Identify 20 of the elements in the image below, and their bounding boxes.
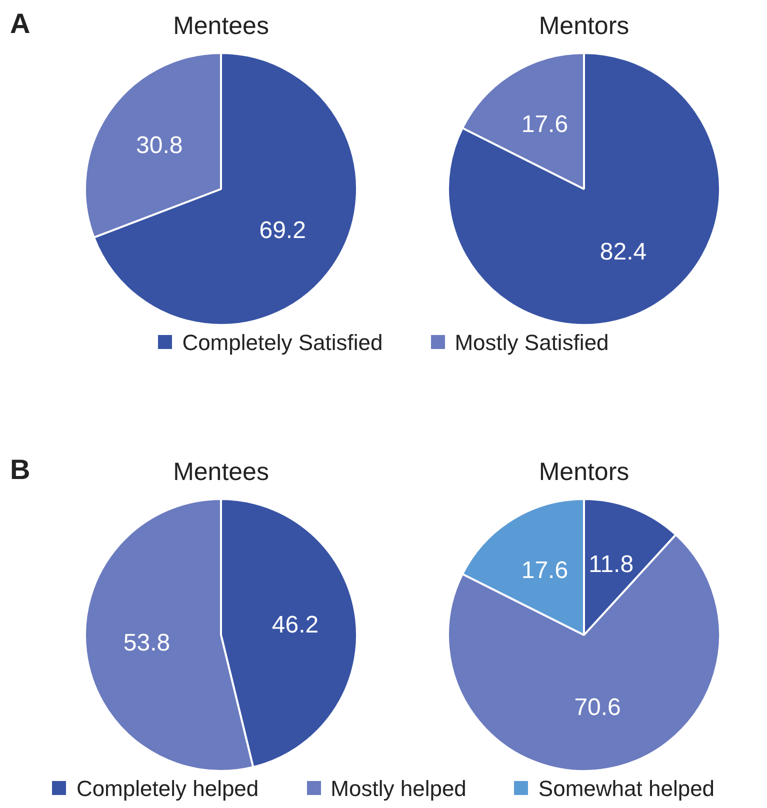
legend-label: Mostly Satisfied — [454, 330, 609, 356]
data-label: 17.6 — [521, 110, 568, 138]
data-label: 11.8 — [588, 550, 634, 578]
chart-title: Mentors — [538, 458, 630, 486]
data-label: 53.8 — [123, 630, 170, 657]
data-label: 70.6 — [574, 694, 621, 722]
text: A — [10, 8, 30, 40]
data-label: 69.2 — [259, 217, 306, 244]
legend-label: Completely helped — [75, 776, 259, 802]
legend-label: Completely Satisfied — [181, 330, 383, 356]
text: B — [10, 454, 30, 486]
data-label: 82.4 — [600, 238, 647, 266]
legend-label: Somewhat helped — [537, 776, 715, 802]
data-label: 17.6 — [521, 556, 568, 584]
data-label: 46.2 — [272, 612, 319, 639]
legend-label: Mostly helped — [330, 776, 466, 802]
chart-title: Mentees — [173, 12, 269, 40]
chart-title: Mentors — [538, 12, 630, 40]
chart-title: Mentees — [173, 458, 269, 486]
data-label: 30.8 — [136, 132, 183, 160]
